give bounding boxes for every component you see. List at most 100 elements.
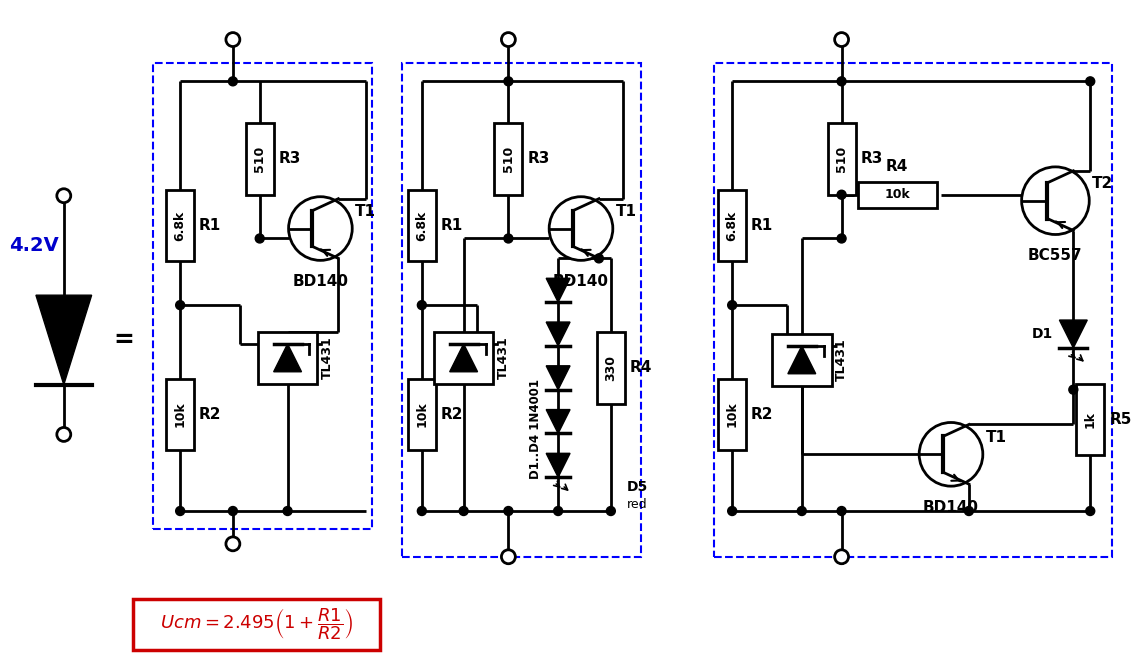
Circle shape bbox=[838, 507, 846, 516]
Text: T1: T1 bbox=[616, 204, 637, 219]
Circle shape bbox=[834, 550, 849, 564]
Polygon shape bbox=[788, 346, 816, 374]
Bar bbox=[134, 599, 380, 650]
Circle shape bbox=[1086, 507, 1095, 516]
Text: T1: T1 bbox=[355, 204, 376, 219]
Text: BD140: BD140 bbox=[553, 274, 609, 289]
Polygon shape bbox=[546, 322, 570, 346]
Circle shape bbox=[504, 234, 513, 243]
Bar bbox=[153, 64, 372, 529]
Polygon shape bbox=[449, 344, 478, 372]
Polygon shape bbox=[1059, 320, 1087, 348]
Text: R2: R2 bbox=[199, 407, 221, 422]
Text: R3: R3 bbox=[278, 151, 301, 166]
Bar bbox=[772, 334, 832, 386]
Text: 10k: 10k bbox=[174, 401, 186, 428]
Circle shape bbox=[838, 191, 846, 199]
Circle shape bbox=[595, 254, 604, 263]
Text: R1: R1 bbox=[440, 218, 463, 233]
Bar bbox=[718, 378, 746, 450]
Text: D5: D5 bbox=[627, 480, 648, 494]
Circle shape bbox=[502, 33, 515, 47]
Text: 4.2V: 4.2V bbox=[9, 236, 59, 255]
Bar bbox=[597, 332, 624, 403]
Text: R2: R2 bbox=[751, 407, 774, 422]
Bar bbox=[407, 190, 436, 261]
Text: 330: 330 bbox=[604, 355, 617, 381]
Text: R1: R1 bbox=[751, 218, 773, 233]
Text: $Ucm = 2.495\left(1 + \dfrac{R1}{R2}\right)$: $Ucm = 2.495\left(1 + \dfrac{R1}{R2}\rig… bbox=[160, 606, 353, 643]
Circle shape bbox=[176, 507, 185, 516]
Text: T1: T1 bbox=[986, 430, 1007, 445]
Bar bbox=[858, 182, 938, 208]
Circle shape bbox=[834, 33, 849, 47]
Circle shape bbox=[228, 77, 237, 86]
Circle shape bbox=[838, 77, 846, 86]
Text: D1: D1 bbox=[1032, 327, 1053, 341]
Text: =: = bbox=[114, 328, 134, 352]
Circle shape bbox=[919, 422, 983, 486]
Text: 510: 510 bbox=[502, 146, 515, 172]
Text: BD140: BD140 bbox=[923, 500, 980, 515]
Bar bbox=[827, 123, 856, 194]
Text: R2: R2 bbox=[440, 407, 463, 422]
Text: 510: 510 bbox=[253, 146, 267, 172]
Bar bbox=[258, 332, 318, 384]
Text: 1k: 1k bbox=[1084, 411, 1096, 428]
Circle shape bbox=[226, 33, 239, 47]
Text: R5: R5 bbox=[1109, 412, 1132, 427]
Text: TL431: TL431 bbox=[834, 338, 848, 381]
Text: R3: R3 bbox=[860, 151, 883, 166]
Text: R4: R4 bbox=[886, 159, 908, 174]
Circle shape bbox=[176, 301, 185, 309]
Circle shape bbox=[504, 507, 513, 516]
Text: 6.8k: 6.8k bbox=[725, 210, 739, 240]
Circle shape bbox=[502, 550, 515, 564]
Circle shape bbox=[797, 507, 806, 516]
Circle shape bbox=[504, 77, 513, 86]
Circle shape bbox=[228, 507, 237, 516]
Circle shape bbox=[226, 537, 239, 551]
Text: 6.8k: 6.8k bbox=[174, 210, 186, 240]
Text: 6.8k: 6.8k bbox=[415, 210, 428, 240]
Circle shape bbox=[418, 301, 427, 309]
Text: BD140: BD140 bbox=[293, 274, 348, 289]
Circle shape bbox=[57, 428, 70, 442]
Polygon shape bbox=[274, 344, 302, 372]
Bar bbox=[166, 378, 194, 450]
Bar bbox=[495, 123, 522, 194]
Polygon shape bbox=[546, 279, 570, 302]
Circle shape bbox=[418, 507, 427, 516]
Circle shape bbox=[288, 196, 352, 260]
Text: T2: T2 bbox=[1092, 175, 1113, 191]
Bar bbox=[402, 64, 640, 556]
Circle shape bbox=[1022, 167, 1090, 235]
Circle shape bbox=[1069, 385, 1078, 394]
Polygon shape bbox=[36, 295, 92, 385]
Circle shape bbox=[549, 196, 613, 260]
Circle shape bbox=[728, 301, 737, 309]
Circle shape bbox=[838, 234, 846, 243]
Polygon shape bbox=[546, 453, 570, 477]
Circle shape bbox=[728, 507, 737, 516]
Text: TL431: TL431 bbox=[320, 336, 334, 379]
Bar bbox=[166, 190, 194, 261]
Text: 510: 510 bbox=[835, 146, 848, 172]
Bar bbox=[407, 378, 436, 450]
Text: 10k: 10k bbox=[884, 188, 910, 201]
Text: R4: R4 bbox=[630, 360, 653, 375]
Bar bbox=[434, 332, 494, 384]
Text: D1..D4 1N4001: D1..D4 1N4001 bbox=[529, 380, 543, 480]
Circle shape bbox=[57, 189, 70, 202]
Circle shape bbox=[554, 507, 563, 516]
Circle shape bbox=[255, 234, 264, 243]
Circle shape bbox=[965, 507, 974, 516]
Text: 10k: 10k bbox=[725, 401, 739, 428]
Text: BC557: BC557 bbox=[1028, 248, 1083, 263]
Bar bbox=[246, 123, 274, 194]
Text: R1: R1 bbox=[199, 218, 221, 233]
Polygon shape bbox=[546, 366, 570, 390]
Text: red: red bbox=[627, 497, 647, 510]
Text: R3: R3 bbox=[528, 151, 549, 166]
Bar bbox=[718, 190, 746, 261]
